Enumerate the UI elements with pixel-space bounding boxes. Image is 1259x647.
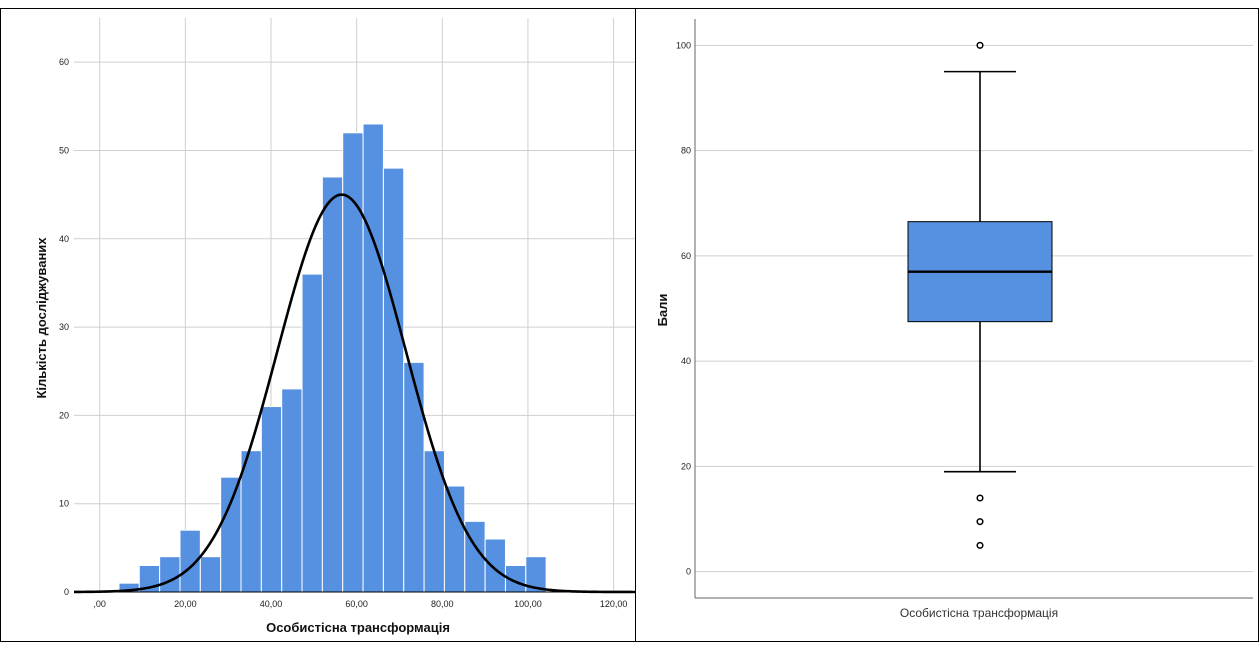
histogram-bar	[484, 538, 506, 593]
histogram-bar	[240, 450, 262, 593]
histogram-y-axis-title: Кількість досліджуваних	[34, 237, 49, 399]
histogram-x-tick-label: 100,00	[514, 599, 542, 609]
histogram-x-tick-label: 120,00	[600, 599, 628, 609]
box-outlier-point	[976, 541, 984, 549]
normal-curve	[73, 193, 635, 594]
histogram-bar	[281, 388, 303, 593]
histogram-bar	[443, 485, 466, 593]
histogram-bar	[220, 476, 242, 593]
histogram-y-tick-label: 50	[59, 145, 69, 155]
histogram-y-tick-label: 60	[59, 57, 69, 67]
box-outlier-point	[976, 494, 984, 502]
boxplot-y-tick-label: 100	[676, 40, 691, 50]
histogram-y-tick-label: 30	[59, 322, 69, 332]
boxplot-y-tick-label: 40	[681, 356, 691, 366]
boxplot-y-tick-label: 80	[681, 146, 691, 156]
histogram-y-tick-label: 20	[59, 410, 69, 420]
histogram-bar	[362, 123, 384, 593]
boxplot-y-tick-label: 60	[681, 251, 691, 261]
box-outlier-point	[976, 41, 984, 49]
histogram-bars	[118, 123, 547, 593]
histogram-y-tick-label: 0	[64, 587, 69, 597]
box-outlier-point	[976, 518, 984, 526]
boxplot-y-tick-label: 0	[686, 567, 691, 577]
boxplot-chart: 0 20 40 60 80 100 Особистісна трансформація Б…	[655, 19, 1253, 620]
histogram-bar	[321, 176, 344, 593]
histogram-x-tick-label: 60,00	[345, 599, 368, 609]
histogram-bar	[301, 273, 323, 593]
histogram-x-axis-title: Особистісна трансформація	[266, 620, 450, 635]
boxplot-y-tick-label: 20	[681, 461, 691, 471]
box-outliers	[976, 41, 984, 549]
histogram-x-tick-label: ,00	[93, 599, 106, 609]
boxplot-gridlines	[695, 44, 1253, 573]
histogram-x-tick-label: 40,00	[260, 599, 283, 609]
histogram-bar	[403, 361, 425, 593]
boxplot-y-axis-title: Бали	[655, 294, 670, 327]
boxplot-category-label: Особистісна трансформація	[900, 606, 1058, 620]
histogram-x-tick-label: 80,00	[431, 599, 454, 609]
histogram-y-tick-label: 10	[59, 499, 69, 509]
histogram-bar	[382, 167, 405, 593]
histogram-chart: 0 10 20 30 40 50 60 ,00 20,00 40,00 60,00 80,00 100…	[34, 18, 635, 635]
boxplot-panel-border	[635, 8, 1259, 642]
boxplot-y-tick-labels: 0 20 40 60 80 100	[676, 40, 691, 576]
histogram-y-tick-labels: 0 10 20 30 40 50 60	[59, 57, 69, 597]
histogram-x-tick-labels: ,00 20,00 40,00 60,00 80,00 100,00 120,00	[93, 599, 627, 609]
histogram-bar	[159, 556, 181, 593]
histogram-y-tick-label: 40	[59, 234, 69, 244]
histogram-bar	[199, 556, 222, 593]
histogram-bar	[260, 406, 283, 593]
histogram-x-tick-label: 20,00	[174, 599, 197, 609]
